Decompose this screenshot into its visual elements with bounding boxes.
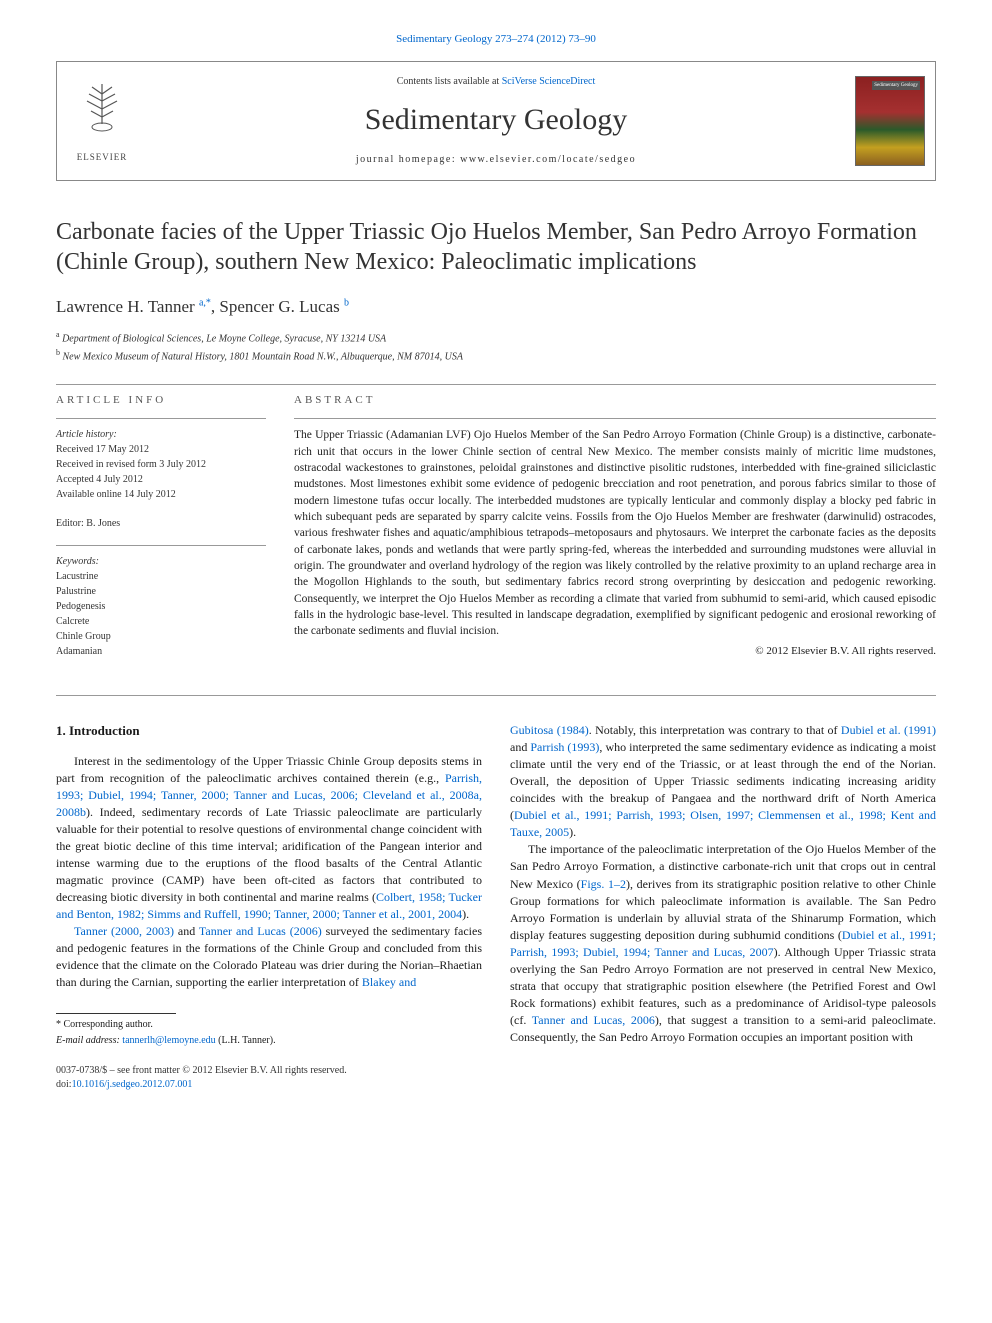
keyword: Calcrete	[56, 614, 266, 629]
keyword: Adamanian	[56, 644, 266, 659]
homepage-url: www.elsevier.com/locate/sedgeo	[460, 154, 636, 165]
info-divider	[56, 418, 266, 419]
bottom-meta-block: 0037-0738/$ – see front matter © 2012 El…	[56, 1064, 482, 1092]
elsevier-tree-icon	[77, 79, 127, 149]
front-matter-line: 0037-0738/$ – see front matter © 2012 El…	[56, 1064, 482, 1078]
history-label: Article history:	[56, 427, 266, 442]
body-two-column: 1. Introduction Interest in the sediment…	[56, 722, 936, 1092]
abstract-label: ABSTRACT	[294, 393, 936, 408]
citation-link[interactable]: Gubitosa (1984)	[510, 723, 589, 737]
keyword: Lacustrine	[56, 569, 266, 584]
article-info-label: ARTICLE INFO	[56, 393, 266, 408]
keyword: Chinle Group	[56, 629, 266, 644]
contents-available-line: Contents lists available at SciVerse Sci…	[397, 75, 596, 89]
abstract-text: The Upper Triassic (Adamanian LVF) Ojo H…	[294, 427, 936, 639]
introduction-heading: 1. Introduction	[56, 722, 482, 740]
keyword: Palustrine	[56, 584, 266, 599]
history-line: Received 17 May 2012	[56, 442, 266, 457]
text-span: and	[174, 924, 199, 938]
history-line: Available online 14 July 2012	[56, 487, 266, 502]
corresponding-text: Corresponding author.	[64, 1019, 153, 1030]
text-span: and	[510, 740, 530, 754]
info-divider	[56, 545, 266, 546]
journal-cover-cell: Sedimentary Geology	[845, 62, 935, 180]
journal-cover-thumbnail: Sedimentary Geology	[855, 76, 925, 166]
citation-link[interactable]: Tanner (2000, 2003)	[74, 924, 174, 938]
contents-prefix: Contents lists available at	[397, 76, 502, 87]
history-line: Accepted 4 July 2012	[56, 472, 266, 487]
publisher-name: ELSEVIER	[77, 151, 128, 164]
citation-link[interactable]: Tanner and Lucas, 2006	[532, 1013, 655, 1027]
citation-link[interactable]: Blakey and	[362, 975, 416, 989]
corresponding-line: * Corresponding author.	[56, 1018, 482, 1032]
footnote-divider	[56, 1013, 176, 1014]
journal-reference: Sedimentary Geology 273–274 (2012) 73–90	[56, 32, 936, 47]
homepage-prefix: journal homepage:	[356, 154, 460, 165]
figure-link[interactable]: Figs. 1–2	[581, 877, 626, 891]
keywords-label: Keywords:	[56, 554, 266, 569]
abstract-column: ABSTRACT The Upper Triassic (Adamanian L…	[294, 393, 936, 673]
corresponding-marker: *	[56, 1019, 61, 1030]
history-line: Received in revised form 3 July 2012	[56, 457, 266, 472]
email-link[interactable]: tannerlh@lemoyne.edu	[122, 1035, 215, 1046]
journal-header-center: Contents lists available at SciVerse Sci…	[147, 62, 845, 180]
publisher-logo-cell: ELSEVIER	[57, 62, 147, 180]
text-span: Interest in the sedimentology of the Upp…	[56, 754, 482, 785]
cover-label: Sedimentary Geology	[872, 81, 920, 90]
citation-link[interactable]: Dubiel et al. (1991)	[841, 723, 936, 737]
affiliation-line: b New Mexico Museum of Natural History, …	[56, 347, 936, 364]
affiliation-line: a Department of Biological Sciences, Le …	[56, 329, 936, 346]
info-abstract-row: ARTICLE INFO Article history: Received 1…	[56, 393, 936, 673]
body-column-right: Gubitosa (1984). Notably, this interpret…	[510, 722, 936, 1092]
affiliations-block: a Department of Biological Sciences, Le …	[56, 329, 936, 364]
keyword: Pedogenesis	[56, 599, 266, 614]
abstract-copyright: © 2012 Elsevier B.V. All rights reserved…	[294, 644, 936, 659]
citation-link[interactable]: Parrish (1993)	[530, 740, 599, 754]
editor-block: Editor: B. Jones	[56, 516, 266, 531]
text-span: ).	[569, 825, 576, 839]
article-title: Carbonate facies of the Upper Triassic O…	[56, 217, 936, 277]
journal-homepage-line: journal homepage: www.elsevier.com/locat…	[356, 153, 636, 167]
email-attribution: (L.H. Tanner).	[218, 1035, 275, 1046]
intro-paragraph-1: Interest in the sedimentology of the Upp…	[56, 753, 482, 923]
email-line: E-mail address: tannerlh@lemoyne.edu (L.…	[56, 1034, 482, 1048]
section-divider	[56, 384, 936, 385]
intro-paragraph-3: Gubitosa (1984). Notably, this interpret…	[510, 722, 936, 841]
doi-link[interactable]: 10.1016/j.sedgeo.2012.07.001	[72, 1079, 193, 1090]
citation-link[interactable]: Tanner and Lucas (2006)	[199, 924, 322, 938]
doi-line: doi:10.1016/j.sedgeo.2012.07.001	[56, 1078, 482, 1092]
text-span: ).	[462, 907, 469, 921]
email-label: E-mail address:	[56, 1035, 120, 1046]
editor-label: Editor:	[56, 518, 84, 529]
corresponding-author-block: * Corresponding author. E-mail address: …	[56, 1013, 482, 1048]
journal-name: Sedimentary Geology	[365, 99, 627, 141]
intro-paragraph-2: Tanner (2000, 2003) and Tanner and Lucas…	[56, 923, 482, 991]
abstract-divider	[294, 418, 936, 419]
body-column-left: 1. Introduction Interest in the sediment…	[56, 722, 482, 1092]
section-divider	[56, 695, 936, 696]
intro-paragraph-4: The importance of the paleoclimatic inte…	[510, 841, 936, 1045]
keywords-block: Keywords: Lacustrine Palustrine Pedogene…	[56, 554, 266, 659]
elsevier-logo: ELSEVIER	[67, 76, 137, 166]
journal-header-box: ELSEVIER Contents lists available at Sci…	[56, 61, 936, 181]
doi-prefix: doi:	[56, 1079, 72, 1090]
text-span: . Notably, this interpretation was contr…	[589, 723, 841, 737]
authors-line: Lawrence H. Tanner a,*, Spencer G. Lucas…	[56, 295, 936, 319]
article-history-block: Article history: Received 17 May 2012 Re…	[56, 427, 266, 502]
sciverse-link[interactable]: SciVerse ScienceDirect	[502, 76, 596, 87]
article-info-column: ARTICLE INFO Article history: Received 1…	[56, 393, 266, 673]
editor-name: B. Jones	[86, 518, 120, 529]
